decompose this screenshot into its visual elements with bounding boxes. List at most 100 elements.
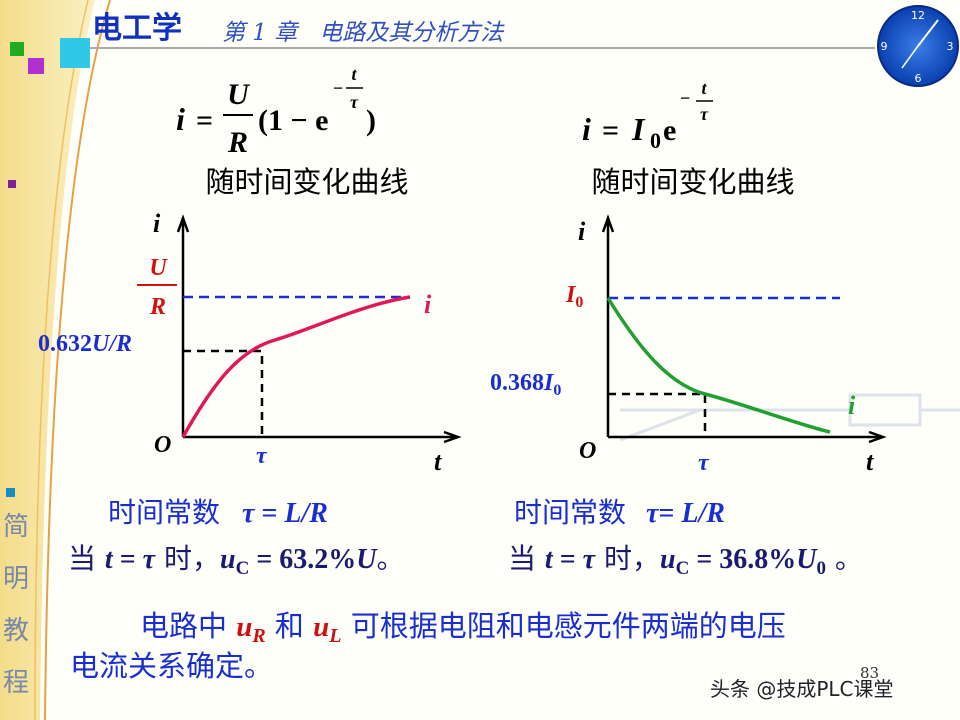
formula-symbol: t	[351, 64, 357, 84]
formula-symbol: −	[333, 78, 343, 98]
level-subscript: 0	[553, 382, 561, 399]
start-symbol: I	[565, 282, 577, 308]
tc-text: 时间常数	[514, 496, 626, 529]
bullet	[8, 180, 16, 188]
curve	[606, 297, 831, 434]
curve	[181, 295, 411, 438]
graph-left: i U R 0.632U/R O τ t i	[38, 209, 462, 476]
note-sym: u	[313, 611, 329, 643]
formula-symbol: =	[196, 104, 213, 137]
header-chapter: 第 1 章 电路及其分析方法	[222, 20, 505, 46]
tc-symbol: τ	[646, 498, 660, 529]
tc-value: L/R	[283, 498, 328, 529]
level-label: 0.368I0	[490, 370, 561, 399]
square	[60, 38, 90, 68]
level-symbol: I	[543, 370, 555, 396]
curve-label: i	[424, 290, 432, 319]
graph-right: i I0 0.368I0 O τ t i	[490, 214, 887, 476]
axis-label: i	[153, 209, 161, 238]
sidebar-char: 程	[3, 668, 29, 698]
sidebar-char: 简	[3, 512, 29, 542]
formula-symbol: I	[631, 111, 646, 147]
r-text: 当	[508, 542, 545, 575]
r-sym: t	[545, 544, 554, 575]
side-curve	[44, 0, 111, 720]
caption: 随时间变化曲线	[205, 165, 408, 199]
r-text: 。	[826, 542, 863, 575]
formula-symbol: (1 − e	[258, 104, 328, 137]
result: 当 t = τ 时，uC = 63.2%U。	[68, 542, 405, 579]
tau-guide	[608, 392, 707, 437]
tc-value: L/R	[680, 498, 725, 529]
y-axis	[601, 214, 615, 437]
origin-label: O	[579, 438, 596, 464]
header-title: 电工学	[92, 11, 182, 46]
r-sym: U	[356, 544, 378, 575]
side-curve	[34, 0, 89, 720]
formula-symbol: =	[602, 114, 619, 147]
x-axis	[183, 430, 462, 444]
r-sub: 0	[817, 558, 827, 579]
axis-label: i	[578, 217, 586, 246]
x-axis	[608, 430, 887, 444]
caption: 随时间变化曲线	[591, 165, 794, 199]
formula-symbol: −	[680, 88, 690, 108]
tc-symbol: τ	[242, 498, 256, 529]
formula-symbol: U	[227, 78, 250, 111]
formula-symbol: t	[701, 78, 707, 98]
r-text: 时，	[155, 542, 220, 575]
y-axis	[176, 214, 190, 437]
start-subscript: 0	[575, 294, 583, 311]
tau-label: τ	[256, 443, 268, 469]
level-number: 0.368	[490, 370, 544, 396]
note-sym: u	[236, 611, 252, 643]
result: 当 t = τ 时，uC = 36.8%U0 。	[508, 542, 863, 579]
axis-label: t	[434, 447, 442, 476]
r-text: 时，	[595, 542, 660, 575]
formula-symbol: τ	[700, 104, 709, 124]
r-sub: C	[676, 558, 690, 579]
time-constant: 时间常数 τ = L/R	[108, 496, 328, 529]
formula-symbol: R	[227, 126, 248, 159]
clock-number: 6	[915, 72, 922, 85]
axis-label: t	[866, 447, 874, 476]
r-text: 当	[68, 542, 105, 575]
square	[28, 58, 44, 74]
clock-number: 12	[911, 9, 925, 22]
note-line: 电流关系确定。	[70, 649, 273, 683]
formula-symbol: )	[366, 104, 376, 137]
bullet	[6, 488, 15, 497]
tc-eq: =	[254, 498, 284, 529]
sidebar-char: 教	[3, 616, 29, 646]
r-text: 。	[377, 542, 405, 575]
r-text: =	[553, 544, 583, 575]
time-constant: 时间常数 τ= L/R	[514, 496, 725, 529]
formula-symbol: e	[663, 114, 676, 147]
faint-circuit	[619, 393, 960, 442]
level-label: U	[149, 255, 168, 281]
curve-label: i	[848, 391, 856, 420]
note-text: 电路中	[140, 609, 236, 643]
r-text: = 36.8%	[689, 544, 796, 575]
clock-hand	[901, 45, 919, 69]
tau-label: τ	[698, 450, 710, 476]
note-text: 和	[266, 609, 313, 643]
r-text: = 63.2%	[249, 544, 356, 575]
note-text: 可根据电阻和电感元件两端的电压	[342, 609, 786, 643]
level-symbol: U/R	[92, 331, 132, 357]
clock-number: 3	[947, 40, 954, 53]
r-sym: τ	[583, 544, 597, 575]
formula-symbol: 0	[650, 128, 661, 153]
page-number: 83	[860, 664, 879, 682]
level-label: 0.632U/R	[38, 331, 132, 357]
formula-left: i = U R (1 − e − t τ )	[176, 64, 376, 159]
watermark: 头条 @技成PLC课堂	[710, 677, 894, 701]
square	[10, 42, 24, 56]
note-sub: R	[251, 625, 265, 647]
level-number: 0.632	[38, 331, 92, 357]
sidebar-char: 明	[3, 564, 29, 594]
r-text: =	[113, 544, 143, 575]
level-label: R	[149, 294, 166, 320]
